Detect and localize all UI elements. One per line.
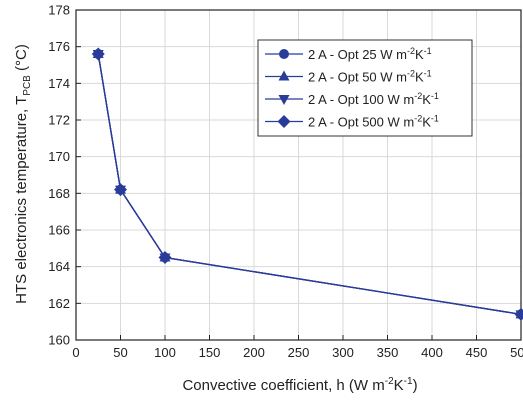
legend-item: 2 A - Opt 25 W m-2K-1	[265, 46, 432, 62]
x-tick-label: 50	[113, 345, 127, 360]
legend-items: 2 A - Opt 25 W m-2K-1 2 A - Opt 50 W m-2K…	[265, 46, 439, 130]
y-tick-label: 176	[48, 39, 70, 54]
x-tick-label: 100	[154, 345, 176, 360]
y-axis-ticks: 160 162 164 166 168 170 172 174 176 178	[48, 3, 81, 348]
x-tick-label: 400	[421, 345, 443, 360]
x-tick-label: 450	[466, 345, 488, 360]
data-point	[514, 307, 523, 321]
legend-marker	[278, 95, 290, 105]
series-line	[97, 53, 522, 315]
y-axis-title: HTS electronics temperature, TPCB (°C)	[13, 44, 33, 304]
y-tick-label: 174	[48, 76, 70, 91]
x-tick-label: 0	[72, 345, 79, 360]
y-tick-label: 170	[48, 149, 70, 164]
legend-marker	[278, 70, 290, 81]
legend-item: 2 A - Opt 500 W m-2K-1	[265, 114, 439, 130]
data-point	[91, 47, 105, 61]
legend-label: 2 A - Opt 500 W m-2K-1	[308, 114, 439, 130]
legend-marker	[279, 49, 289, 59]
x-tick-label: 300	[332, 345, 354, 360]
legend-label: 2 A - Opt 25 W m-2K-1	[308, 46, 432, 62]
y-tick-label: 162	[48, 296, 70, 311]
legend-box	[257, 39, 473, 137]
x-axis-title: Convective coefficient, h (W m-2K-1)	[182, 376, 417, 394]
legend-item: 2 A - Opt 50 W m-2K-1	[265, 69, 432, 85]
y-tick-label: 164	[48, 259, 70, 274]
legend: 2 A - Opt 25 W m-2K-1 2 A - Opt 50 W m-2K…	[257, 39, 473, 137]
series-layer	[91, 47, 523, 321]
x-tick-label: 200	[243, 345, 265, 360]
x-tick-label: 150	[199, 345, 221, 360]
y-tick-label: 172	[48, 113, 70, 128]
legend-marker	[277, 115, 291, 128]
y-tick-label: 178	[48, 3, 70, 18]
legend-item: 2 A - Opt 100 W m-2K-1	[265, 91, 439, 107]
series-4	[91, 47, 523, 321]
x-tick-label: 250	[288, 345, 310, 360]
plot-frame	[75, 9, 522, 341]
data-point	[158, 251, 172, 264]
legend-label: 2 A - Opt 100 W m-2K-1	[308, 91, 439, 107]
y-tick-label: 166	[48, 223, 70, 238]
data-point	[114, 183, 127, 197]
x-axis-ticks: 0 50 100 150 200 250 300 350 400 450 500	[72, 335, 523, 360]
y-tick-label: 160	[48, 333, 70, 348]
y-tick-label: 168	[48, 186, 70, 201]
legend-label: 2 A - Opt 50 W m-2K-1	[308, 69, 432, 85]
x-tick-label: 350	[377, 345, 399, 360]
x-tick-label: 500	[510, 345, 523, 360]
